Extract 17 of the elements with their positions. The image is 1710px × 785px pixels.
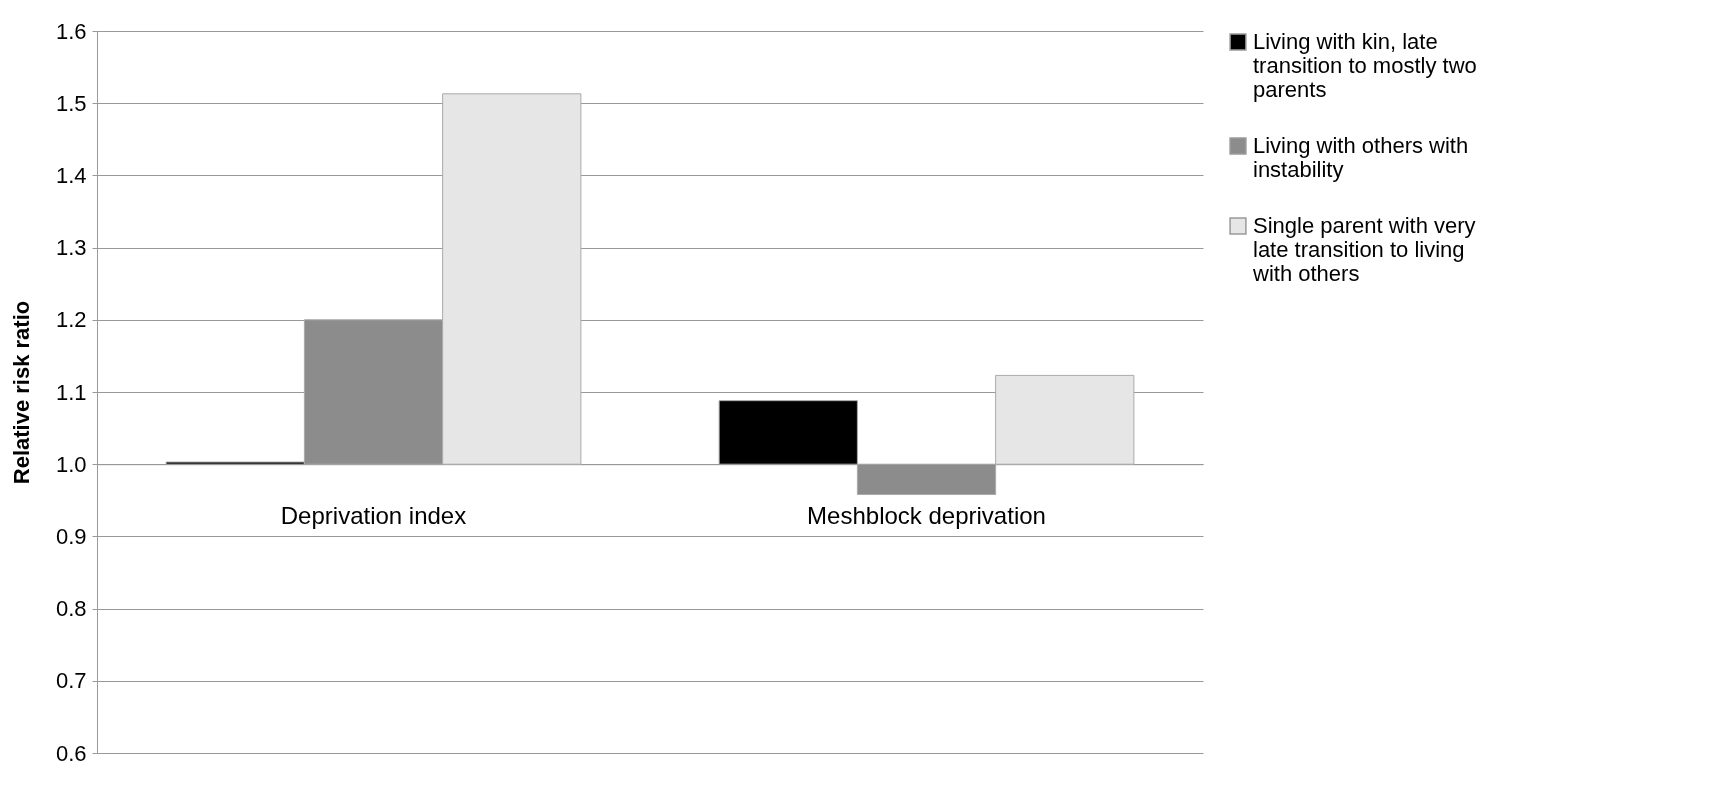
y-tick-label: 1.2	[55, 307, 87, 333]
x-tick-label: Deprivation index	[280, 501, 467, 529]
y-tick-label: 1.3	[55, 235, 87, 261]
y-tick-label: 1.0	[55, 451, 87, 477]
y-tick-label: 1.1	[55, 379, 87, 405]
y-axis-title: Relative risk ratio	[8, 300, 34, 485]
y-tick-label: 0.6	[55, 740, 87, 766]
x-tick-label: Meshblock deprivation	[807, 501, 1046, 529]
y-tick-label: 1.4	[55, 162, 87, 188]
legend-label: Living with kin, late transition to mostly two parents	[1253, 29, 1477, 102]
legend-label: Living with others with instability	[1253, 133, 1469, 182]
y-tick-label: 1.6	[55, 18, 87, 44]
legend-label: Single parent with very late transition to living with others	[1252, 213, 1476, 286]
y-tick-label: 0.8	[55, 596, 87, 622]
y-tick-label: 0.7	[55, 668, 87, 694]
y-tick-label: 0.9	[55, 523, 87, 549]
y-tick-label: 1.5	[55, 90, 87, 116]
